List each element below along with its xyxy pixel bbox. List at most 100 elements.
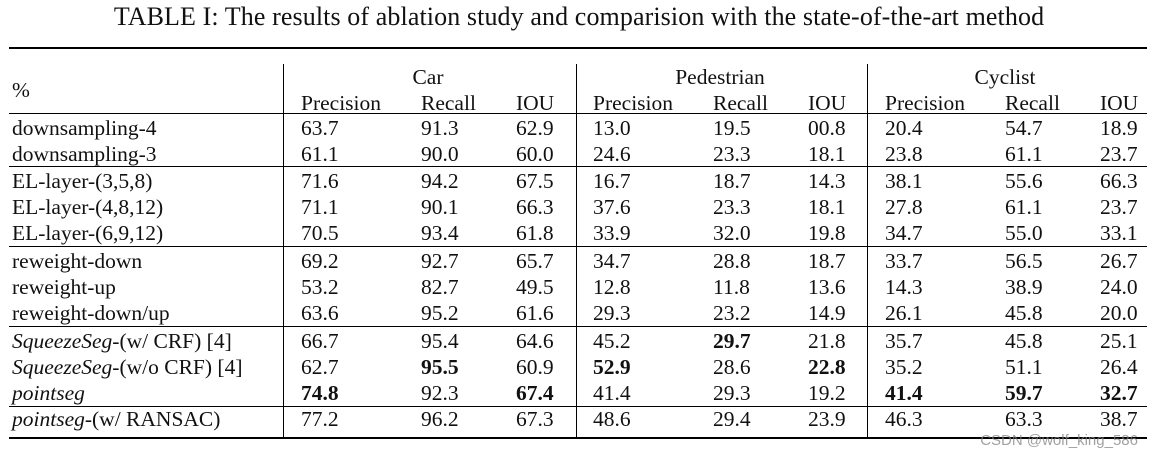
group-header: Cyclist [974,65,1036,89]
table-cell: 18.7 [713,169,751,193]
table-rule [9,47,1147,50]
method-name: SqueezeSeg-(w/ CRF) [4] [12,328,232,354]
table-cell: 45.2 [593,329,631,353]
column-divider [283,64,285,437]
table-cell: 41.4 [885,381,923,405]
method-name: EL-layer-(6,9,12) [12,221,164,245]
column-divider [576,64,578,437]
table-cell: 61.8 [516,221,554,245]
method-name-suffix: -(w/ CRF) [4] [112,329,232,353]
table-cell: 48.6 [593,407,631,431]
method-name: reweight-up [12,275,116,299]
table-cell: 28.6 [713,355,751,379]
table-cell: 13.0 [593,116,631,140]
method-name-italic: SqueezeSeg [12,355,113,379]
metric-header: Precision [301,91,382,115]
table-rule [9,437,1147,440]
table-cell: 23.9 [808,407,846,431]
method-name: EL-layer-(4,8,12) [12,195,164,219]
table-rule [9,246,1147,248]
table-cell: 23.7 [1100,142,1138,166]
table-cell: 63.3 [1005,407,1043,431]
table-cell: 77.2 [301,407,339,431]
table-cell: 96.2 [421,407,459,431]
table-cell: 18.9 [1100,116,1138,140]
table-cell: 60.9 [516,355,554,379]
table-cell: 94.2 [421,169,459,193]
table-cell: 18.1 [808,142,846,166]
table-cell: 65.7 [516,249,554,273]
table-cell: 66.7 [301,329,339,353]
metric-header: Precision [885,91,966,115]
table-cell: 93.4 [421,221,459,245]
table-cell: 26.7 [1100,249,1138,273]
table-cell: 23.3 [713,142,751,166]
table-cell: 13.6 [808,275,846,299]
table-cell: 33.9 [593,221,631,245]
table-cell: 28.8 [713,249,751,273]
table-cell: 29.3 [593,301,631,325]
table-cell: 33.7 [885,249,923,273]
table-cell: 53.2 [301,275,339,299]
table-cell: 54.7 [1005,116,1043,140]
method-name-suffix: -(w/ RANSAC) [84,407,221,431]
table-cell: 91.3 [421,116,459,140]
table-cell: 63.7 [301,116,339,140]
table-cell: 69.2 [301,249,339,273]
table-cell: 32.7 [1100,381,1138,405]
metric-header: Recall [713,91,768,115]
metric-header: Recall [1005,91,1060,115]
column-divider [867,64,869,437]
table-cell: 66.3 [516,195,554,219]
table-cell: 90.1 [421,195,459,219]
table-cell: 41.4 [593,381,631,405]
table-rule [9,406,1147,408]
table-cell: 74.8 [301,381,339,405]
table-cell: 61.6 [516,301,554,325]
table-cell: 14.3 [885,275,923,299]
method-name: downsampling-3 [12,142,157,166]
table-cell: 82.7 [421,275,459,299]
table-cell: 26.4 [1100,355,1138,379]
method-name: EL-layer-(3,5,8) [12,169,153,193]
table-cell: 55.0 [1005,221,1043,245]
table-cell: 35.7 [885,329,923,353]
table-cell: 38.7 [1100,407,1138,431]
table-cell: 66.3 [1100,169,1138,193]
metric-header: IOU [808,91,847,115]
table-cell: 16.7 [593,169,631,193]
table-cell: 92.3 [421,381,459,405]
method-name: pointseg-(w/ RANSAC) [12,406,220,432]
metric-header: Recall [421,91,476,115]
table-cell: 32.0 [713,221,751,245]
table-cell: 00.8 [808,116,846,140]
table-cell: 52.9 [593,355,631,379]
table-cell: 71.1 [301,195,339,219]
table-cell: 21.8 [808,329,846,353]
table-cell: 95.4 [421,329,459,353]
table-rule [9,113,1147,115]
table-cell: 35.2 [885,355,923,379]
method-name: SqueezeSeg-(w/o CRF) [4] [12,354,242,380]
method-name-italic: pointseg [12,381,85,405]
table-cell: 62.7 [301,355,339,379]
table-cell: 60.0 [516,142,554,166]
method-name-italic: pointseg [12,407,85,431]
table-cell: 29.4 [713,407,751,431]
table-cell: 49.5 [516,275,554,299]
table-cell: 27.8 [885,195,923,219]
table-cell: 22.8 [808,355,846,379]
table-cell: 34.7 [593,249,631,273]
table-cell: 61.1 [301,142,339,166]
table-cell: 26.1 [885,301,923,325]
table-cell: 23.7 [1100,195,1138,219]
table-cell: 95.2 [421,301,459,325]
table-cell: 71.6 [301,169,339,193]
method-name: reweight-down/up [12,301,170,325]
table-cell: 51.1 [1005,355,1043,379]
table-cell: 90.0 [421,142,459,166]
unit-header: % [12,78,30,102]
table-cell: 92.7 [421,249,459,273]
watermark: CSDN @wolf_king_586 [980,432,1138,449]
table-cell: 61.1 [1005,195,1043,219]
